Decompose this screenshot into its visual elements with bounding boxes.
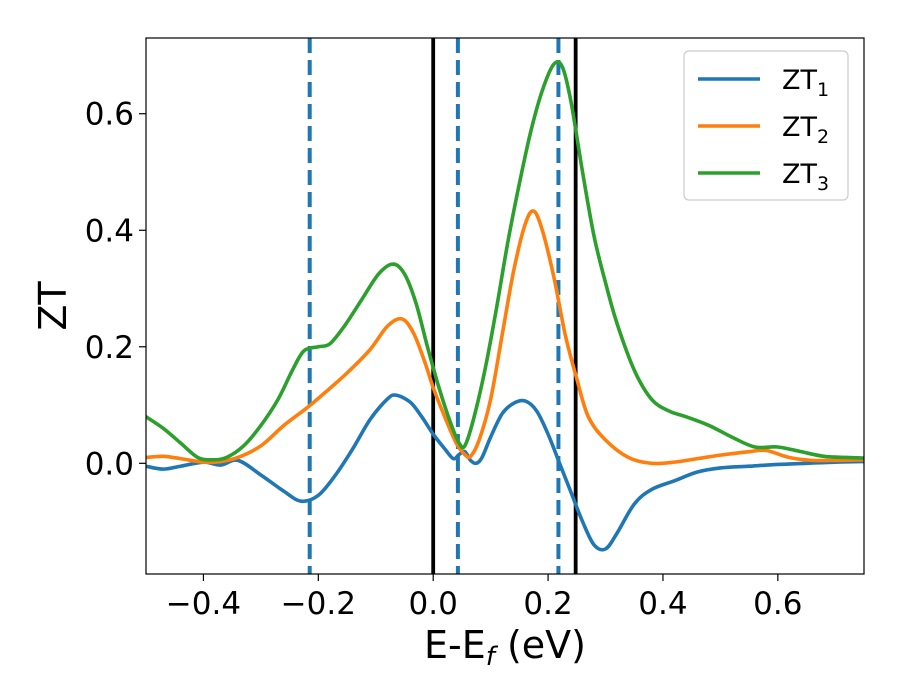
x-axis-label: E-Ef (eV) bbox=[424, 623, 586, 672]
legend-label-zt2: ZT2 bbox=[782, 112, 829, 148]
plot-frame bbox=[145, 37, 865, 575]
y-axis-label: ZT bbox=[31, 281, 75, 331]
series-lines bbox=[146, 59, 864, 552]
y-tick-label: 0.2 bbox=[85, 330, 134, 366]
y-tick-label: 0.4 bbox=[85, 213, 134, 249]
x-tick-label: 0.0 bbox=[409, 586, 458, 622]
x-tick-label: 0.6 bbox=[753, 586, 802, 622]
x-axis-ticks: −0.4 −0.2 0.0 0.2 0.4 0.6 bbox=[166, 574, 802, 622]
legend-label-zt3: ZT3 bbox=[782, 159, 829, 195]
x-tick-label: 0.2 bbox=[523, 586, 572, 622]
series-line-zt2 bbox=[146, 209, 864, 466]
x-tick-label: 0.4 bbox=[638, 586, 687, 622]
series-line-zt3 bbox=[146, 59, 864, 462]
y-axis-ticks: 0.0 0.2 0.4 0.6 bbox=[85, 97, 146, 482]
y-tick-label: 0.0 bbox=[85, 446, 134, 482]
series-line-zt1 bbox=[146, 393, 864, 552]
y-tick-label: 0.6 bbox=[85, 97, 134, 133]
x-tick-label: −0.4 bbox=[166, 586, 241, 622]
legend-label-zt1: ZT1 bbox=[782, 65, 829, 101]
legend: ZT1 ZT2 ZT3 bbox=[683, 50, 849, 201]
legend-box bbox=[683, 50, 849, 201]
x-tick-label: −0.2 bbox=[281, 586, 356, 622]
